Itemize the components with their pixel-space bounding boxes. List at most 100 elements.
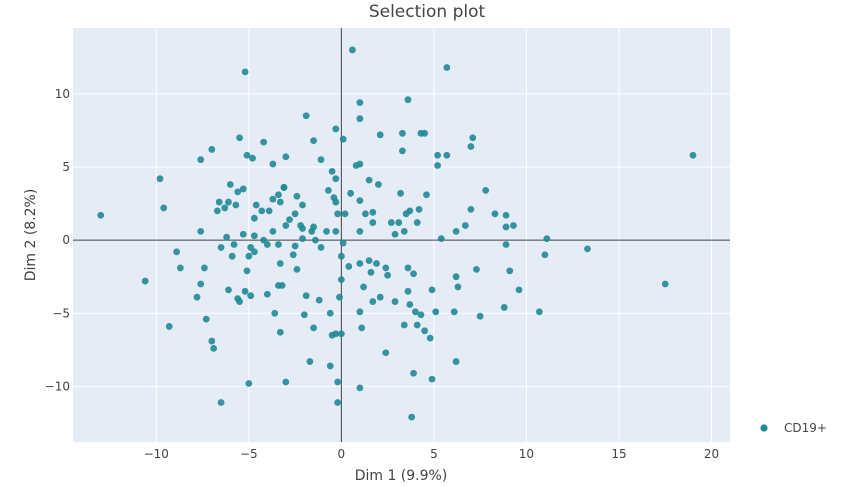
scatter-point[interactable] bbox=[373, 260, 380, 267]
scatter-point[interactable] bbox=[282, 378, 290, 386]
scatter-point[interactable] bbox=[360, 283, 367, 291]
scatter-point[interactable] bbox=[387, 219, 395, 226]
scatter-point[interactable] bbox=[210, 344, 218, 352]
scatter-point[interactable] bbox=[332, 125, 340, 133]
scatter-point[interactable] bbox=[450, 308, 458, 316]
scatter-point[interactable] bbox=[434, 151, 441, 159]
scatter-point[interactable] bbox=[423, 191, 430, 199]
scatter-point[interactable] bbox=[156, 175, 164, 183]
scatter-point[interactable] bbox=[245, 380, 253, 387]
scatter-point[interactable] bbox=[160, 204, 168, 212]
scatter-point[interactable] bbox=[252, 201, 260, 209]
scatter-point[interactable] bbox=[165, 323, 173, 330]
scatter-point[interactable] bbox=[502, 223, 510, 231]
scatter-point[interactable] bbox=[245, 252, 253, 260]
scatter-point[interactable] bbox=[421, 129, 429, 137]
scatter-point[interactable] bbox=[282, 153, 290, 161]
scatter-point[interactable] bbox=[299, 235, 306, 243]
scatter-point[interactable] bbox=[317, 244, 325, 251]
scatter-point[interactable] bbox=[225, 198, 232, 206]
scatter-point[interactable] bbox=[213, 207, 221, 215]
scatter-point[interactable] bbox=[243, 151, 251, 159]
scatter-point[interactable] bbox=[276, 328, 284, 336]
scatter-point[interactable] bbox=[241, 68, 249, 76]
scatter-point[interactable] bbox=[275, 241, 282, 248]
scatter-point[interactable] bbox=[473, 265, 480, 273]
scatter-point[interactable] bbox=[406, 301, 414, 308]
scatter-point[interactable] bbox=[226, 181, 234, 188]
scatter-point[interactable] bbox=[310, 137, 317, 145]
scatter-point[interactable] bbox=[661, 280, 669, 288]
scatter-point[interactable] bbox=[413, 321, 421, 329]
scatter-point[interactable] bbox=[223, 233, 231, 241]
scatter-point[interactable] bbox=[502, 211, 510, 219]
scatter-point[interactable] bbox=[506, 267, 514, 275]
scatter-point[interactable] bbox=[467, 143, 475, 150]
scatter-point[interactable] bbox=[208, 146, 216, 153]
scatter-point[interactable] bbox=[293, 192, 301, 200]
scatter-point[interactable] bbox=[410, 270, 417, 278]
scatter-point[interactable] bbox=[402, 210, 410, 218]
scatter-point[interactable] bbox=[452, 273, 460, 281]
scatter-point[interactable] bbox=[421, 327, 429, 335]
scatter-point[interactable] bbox=[365, 257, 373, 265]
scatter-point[interactable] bbox=[443, 64, 451, 71]
scatter-point[interactable] bbox=[400, 321, 408, 329]
scatter-point[interactable] bbox=[404, 264, 412, 272]
scatter-point[interactable] bbox=[271, 309, 279, 317]
scatter-point[interactable] bbox=[467, 205, 475, 213]
scatter-point[interactable] bbox=[410, 369, 417, 377]
scatter-point[interactable] bbox=[349, 46, 356, 54]
scatter-point[interactable] bbox=[332, 227, 340, 235]
scatter-point[interactable] bbox=[291, 242, 299, 250]
scatter-point[interactable] bbox=[269, 195, 277, 203]
scatter-point[interactable] bbox=[299, 225, 306, 232]
scatter-point[interactable] bbox=[291, 210, 299, 218]
scatter-point[interactable] bbox=[299, 201, 306, 209]
scatter-point[interactable] bbox=[276, 260, 284, 267]
scatter-point[interactable] bbox=[395, 219, 403, 226]
scatter-point[interactable] bbox=[263, 241, 271, 248]
scatter-point[interactable] bbox=[250, 248, 258, 256]
scatter-point[interactable] bbox=[356, 197, 364, 205]
scatter-point[interactable] bbox=[228, 252, 236, 260]
scatter-point[interactable] bbox=[197, 156, 205, 164]
scatter-point[interactable] bbox=[461, 222, 469, 229]
scatter-point[interactable] bbox=[404, 287, 412, 295]
scatter-point[interactable] bbox=[337, 330, 345, 338]
scatter-point[interactable] bbox=[260, 138, 268, 146]
scatter-point[interactable] bbox=[345, 263, 353, 270]
scatter-point[interactable] bbox=[234, 188, 242, 196]
scatter-point[interactable] bbox=[443, 151, 451, 159]
scatter-point[interactable] bbox=[376, 131, 384, 139]
scatter-point[interactable] bbox=[326, 362, 334, 370]
scatter-point[interactable] bbox=[339, 135, 347, 143]
scatter-point[interactable] bbox=[278, 282, 286, 289]
scatter-point[interactable] bbox=[215, 198, 223, 206]
scatter-point[interactable] bbox=[312, 236, 319, 244]
scatter-point[interactable] bbox=[230, 241, 238, 248]
scatter-point[interactable] bbox=[411, 308, 419, 316]
scatter-point[interactable] bbox=[689, 151, 697, 159]
scatter-point[interactable] bbox=[515, 286, 523, 294]
scatter-point[interactable] bbox=[328, 167, 336, 175]
scatter-point[interactable] bbox=[334, 399, 342, 406]
scatter-point[interactable] bbox=[225, 286, 232, 294]
scatter-point[interactable] bbox=[404, 96, 412, 104]
legend-label-cd19[interactable]: CD19+ bbox=[784, 421, 827, 435]
scatter-point[interactable] bbox=[310, 324, 317, 332]
scatter-point[interactable] bbox=[193, 293, 201, 301]
scatter-point[interactable] bbox=[317, 156, 325, 164]
scatter-point[interactable] bbox=[217, 399, 225, 406]
scatter-point[interactable] bbox=[428, 286, 436, 294]
scatter-point[interactable] bbox=[332, 175, 340, 183]
scatter-point[interactable] bbox=[454, 283, 462, 291]
scatter-point[interactable] bbox=[365, 176, 373, 184]
scatter-point[interactable] bbox=[400, 227, 408, 235]
scatter-point[interactable] bbox=[334, 378, 342, 386]
scatter-point[interactable] bbox=[415, 205, 423, 213]
scatter-point[interactable] bbox=[236, 134, 243, 142]
scatter-point[interactable] bbox=[452, 358, 460, 365]
scatter-point[interactable] bbox=[250, 214, 258, 222]
scatter-point[interactable] bbox=[384, 271, 392, 279]
